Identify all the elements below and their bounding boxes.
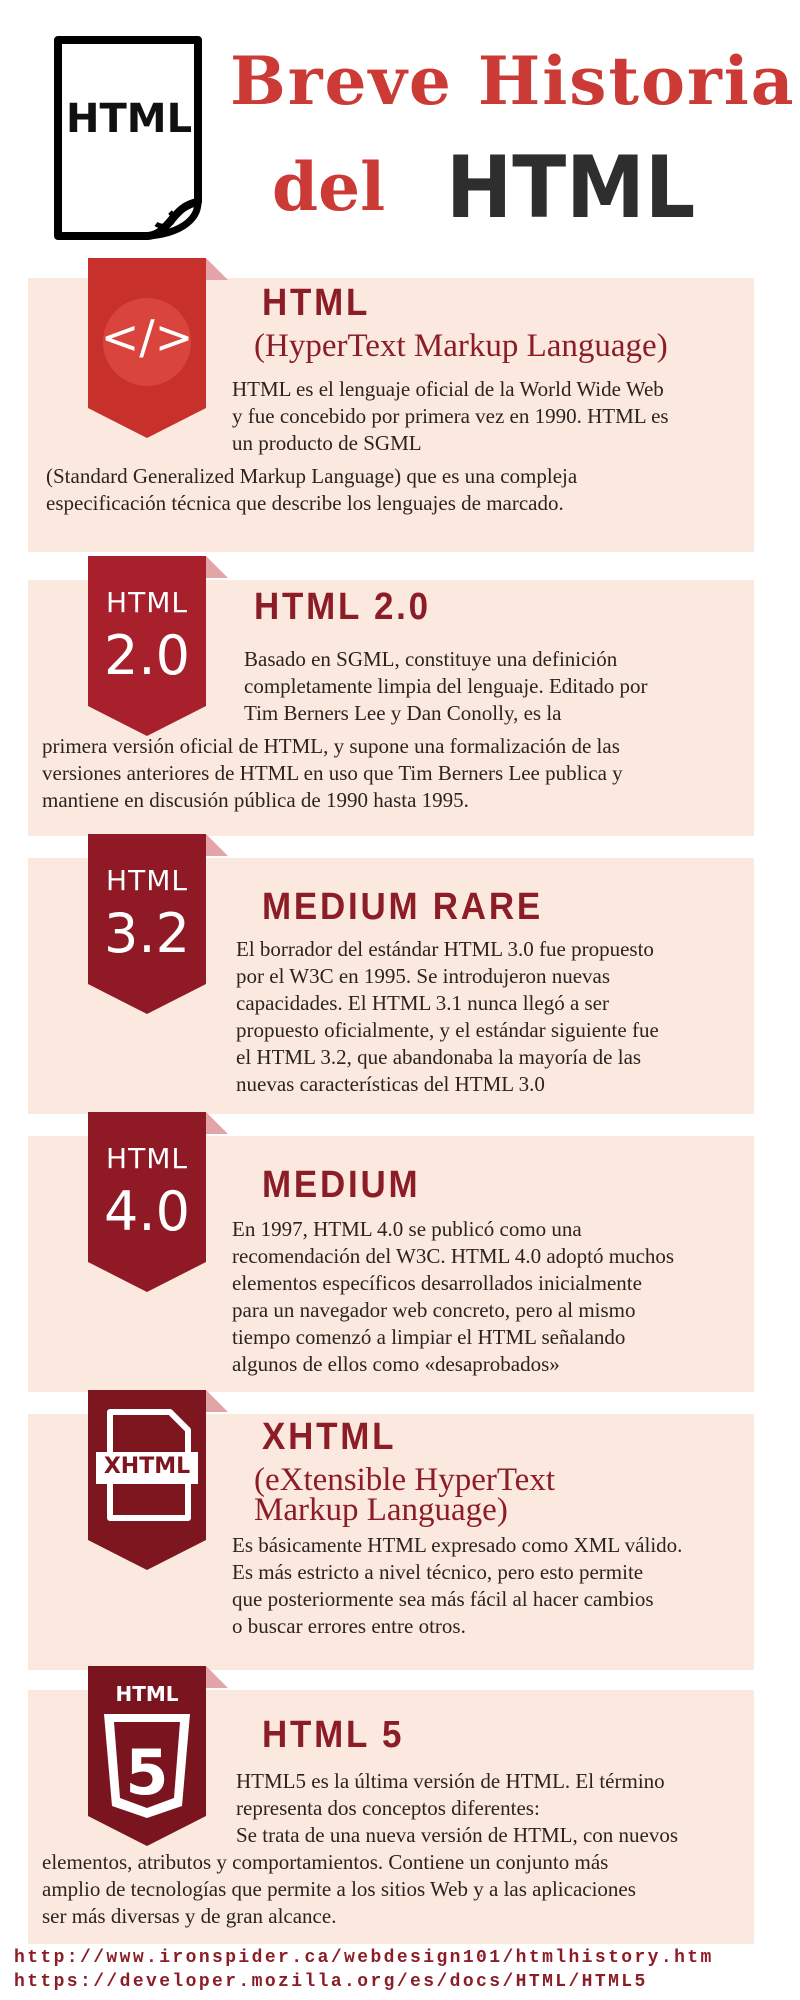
text-html-1: HTML es el lenguaje oficial de la World … — [232, 377, 664, 401]
text-html2-1: Basado en SGML, constituye una definició… — [244, 647, 618, 671]
heading-medium-rare: MEDIUM RARE — [262, 886, 543, 928]
text-html5-2: representa dos conceptos diferentes: — [236, 1796, 540, 1820]
text-html32-6: nuevas características del HTML 3.0 — [236, 1072, 545, 1096]
ribbon-html40: HTML 4.0 — [88, 1112, 228, 1292]
subheading-xhtml-2: Markup Language) — [254, 1492, 508, 1528]
text-html32-3: capacidades. El HTML 3.1 nunca llegó a s… — [236, 991, 609, 1015]
heading-html5: HTML 5 — [262, 1714, 405, 1756]
text-html-3: un producto de SGML — [232, 431, 422, 455]
heading-medium: MEDIUM — [262, 1164, 421, 1206]
text-xhtml-3: que posteriormente sea más fácil al hace… — [232, 1587, 654, 1611]
heading-xhtml: XHTML — [262, 1416, 397, 1458]
source-link-mozilla[interactable]: https://developer.mozilla.org/es/docs/HT… — [14, 1972, 648, 1992]
html-document-logo: HTML — [52, 34, 204, 242]
badge-top-html40: HTML — [106, 1142, 188, 1175]
ribbon-html: </> — [88, 258, 228, 438]
text-html2-2: completamente limpia del lenguaje. Edita… — [244, 674, 648, 698]
code-icon: </> — [100, 310, 194, 364]
xhtml-file-icon: XHTML — [103, 1454, 191, 1479]
svg-text:5: 5 — [125, 1736, 168, 1809]
heading-html: HTML — [262, 282, 371, 324]
badge-bottom-html32: 3.2 — [104, 902, 190, 965]
text-html2-6: mantiene en discusión pública de 1990 ha… — [42, 788, 469, 812]
ribbon-html5: 5 HTML — [88, 1666, 228, 1846]
text-xhtml-2: Es más estricto a nivel técnico, pero es… — [232, 1560, 644, 1584]
text-html2-3: Tim Berners Lee y Dan Conolly, es la — [244, 701, 562, 725]
text-html2-4: primera versión oficial de HTML, y supon… — [42, 734, 620, 758]
logo-label: HTML — [66, 96, 193, 142]
page-title-del: del — [272, 148, 386, 226]
text-html40-6: algunos de ellos como «desaprobados» — [232, 1352, 560, 1376]
ribbon-xhtml: XHTML — [88, 1390, 228, 1570]
source-link-ironspider[interactable]: http://www.ironspider.ca/webdesign101/ht… — [14, 1948, 714, 1968]
subheading-html: (HyperText Markup Language) — [254, 328, 668, 364]
ribbon-html32: HTML 3.2 — [88, 834, 228, 1014]
badge-top-html32: HTML — [106, 864, 188, 897]
text-html5-6: ser más diversas y de gran alcance. — [42, 1904, 337, 1928]
badge-bottom-html40: 4.0 — [104, 1180, 190, 1243]
document-icon — [54, 36, 202, 240]
text-html2-5: versiones anteriores de HTML en uso que … — [42, 761, 623, 785]
badge-bottom-html2: 2.0 — [104, 624, 190, 687]
html5-shield-icon: HTML — [115, 1682, 179, 1706]
text-html40-4: para un navegador web concreto, pero al … — [232, 1298, 636, 1322]
badge-top-html2: HTML — [106, 586, 188, 619]
page-title-html: HTML — [446, 138, 696, 238]
text-html5-1: HTML5 es la última versión de HTML. El t… — [236, 1769, 665, 1793]
text-html40-2: recomendación del W3C. HTML 4.0 adoptó m… — [232, 1244, 675, 1268]
text-html32-5: el HTML 3.2, que abandonaba la mayoría d… — [236, 1045, 642, 1069]
text-html-4: (Standard Generalized Markup Language) q… — [46, 464, 578, 488]
text-html-2: y fue concebido por primera vez en 1990.… — [232, 404, 669, 428]
text-html32-2: por el W3C en 1995. Se introdujeron nuev… — [236, 964, 611, 988]
text-html40-3: elementos específicos desarrollados inic… — [232, 1271, 642, 1295]
text-xhtml-1: Es básicamente HTML expresado como XML v… — [232, 1533, 683, 1557]
text-html32-4: propuesto oficialmente, y el estándar si… — [236, 1018, 659, 1042]
text-html5-4: elementos, atributos y comportamientos. … — [42, 1850, 609, 1874]
subheading-xhtml-1: (eXtensible HyperText — [254, 1462, 555, 1498]
text-html40-5: tiempo comenzó a limpiar el HTML señalan… — [232, 1325, 626, 1349]
ribbon-html2: HTML 2.0 — [88, 556, 228, 736]
text-html5-5: amplio de tecnologías que permite a los … — [42, 1877, 636, 1901]
text-html5-3: Se trata de una nueva versión de HTML, c… — [236, 1823, 679, 1847]
page-title-line1: Breve Historia — [230, 42, 796, 120]
text-html40-1: En 1997, HTML 4.0 se publicó como una — [232, 1217, 582, 1241]
text-xhtml-4: o buscar errores entre otros. — [232, 1614, 466, 1638]
text-html-5: especificación técnica que describe los … — [46, 491, 564, 515]
text-html32-1: El borrador del estándar HTML 3.0 fue pr… — [236, 937, 654, 961]
heading-html2: HTML 2.0 — [254, 586, 431, 628]
